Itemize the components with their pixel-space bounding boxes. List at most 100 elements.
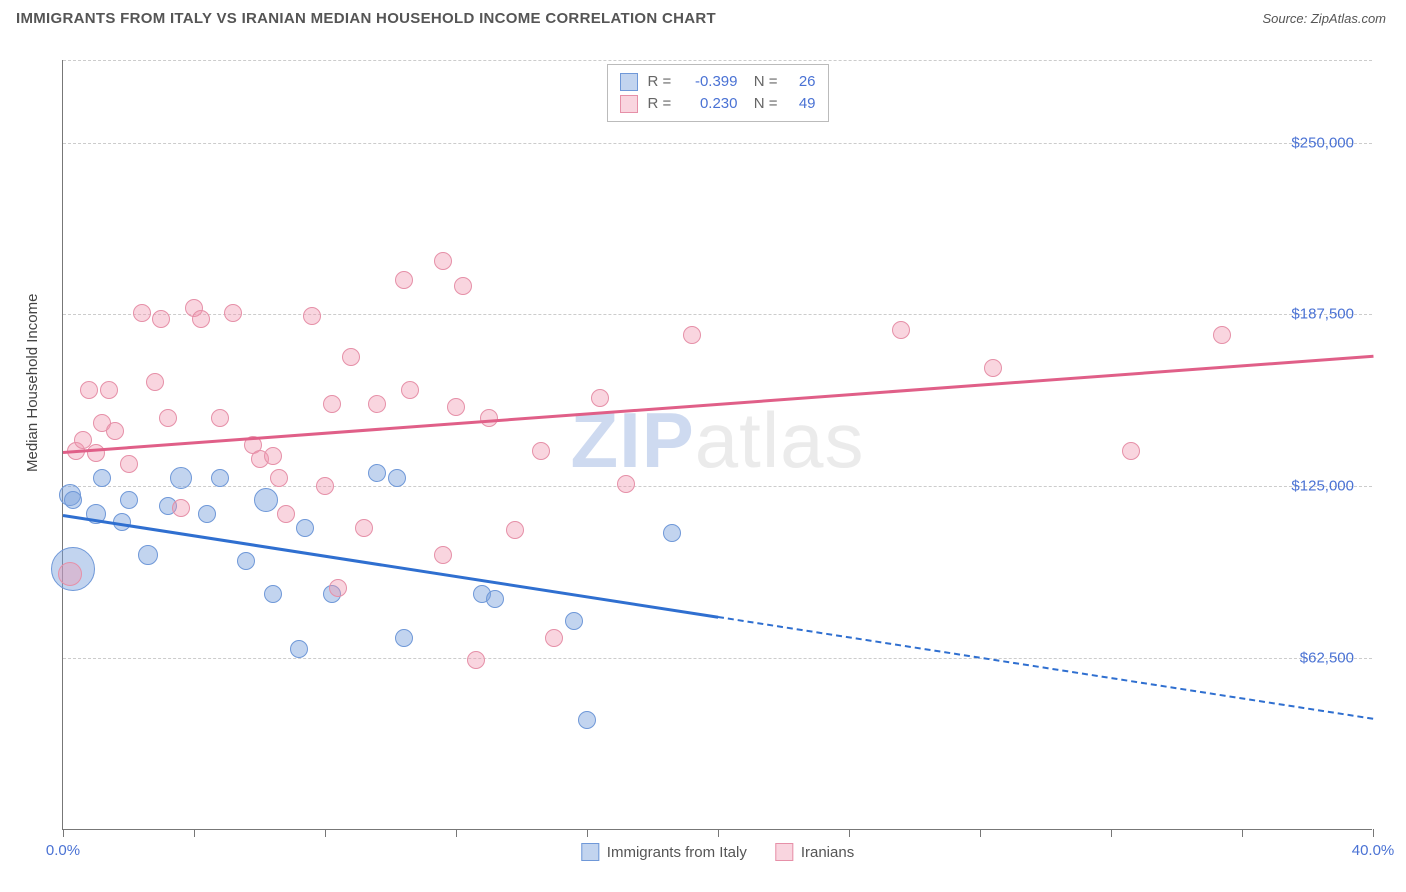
data-point — [80, 381, 98, 399]
data-point — [58, 562, 82, 586]
legend-row-pink: R = 0.230 N = 49 — [620, 93, 816, 115]
data-point — [1213, 326, 1231, 344]
data-point — [388, 469, 406, 487]
data-point — [270, 469, 288, 487]
data-point — [506, 521, 524, 539]
data-point — [395, 271, 413, 289]
data-point — [237, 552, 255, 570]
y-tick-label: $250,000 — [1291, 134, 1354, 151]
x-tick — [325, 829, 326, 837]
data-point — [170, 467, 192, 489]
data-point — [93, 469, 111, 487]
data-point — [329, 579, 347, 597]
data-point — [467, 651, 485, 669]
data-point — [663, 524, 681, 542]
x-tick — [63, 829, 64, 837]
chart-title: IMMIGRANTS FROM ITALY VS IRANIAN MEDIAN … — [16, 10, 716, 27]
swatch-pink — [620, 95, 638, 113]
trend-line — [63, 514, 718, 619]
y-tick-label: $125,000 — [1291, 478, 1354, 495]
gridline-h — [63, 486, 1372, 487]
gridline-h — [63, 658, 1372, 659]
legend-item-blue: Immigrants from Italy — [581, 843, 747, 861]
data-point — [454, 277, 472, 295]
data-point — [368, 464, 386, 482]
data-point — [290, 640, 308, 658]
swatch-pink — [775, 843, 793, 861]
x-tick-label: 0.0% — [46, 842, 80, 859]
data-point — [211, 469, 229, 487]
data-point — [303, 307, 321, 325]
data-point — [133, 304, 151, 322]
x-tick-label: 40.0% — [1352, 842, 1395, 859]
trend-line — [63, 354, 1373, 453]
data-point — [87, 444, 105, 462]
data-point — [211, 409, 229, 427]
data-point — [1122, 442, 1140, 460]
x-tick — [1111, 829, 1112, 837]
gridline-h — [63, 143, 1372, 144]
chart-container: Median Household Income ZIPatlas R = -0.… — [16, 42, 1390, 882]
data-point — [892, 321, 910, 339]
data-point — [355, 519, 373, 537]
x-tick — [194, 829, 195, 837]
trend-line — [718, 616, 1373, 720]
legend-stats: R = -0.399 N = 26 R = 0.230 N = 49 — [607, 64, 829, 122]
watermark: ZIPatlas — [570, 394, 864, 485]
data-point — [545, 629, 563, 647]
data-point — [342, 348, 360, 366]
data-point — [146, 373, 164, 391]
data-point — [591, 389, 609, 407]
data-point — [316, 477, 334, 495]
data-point — [565, 612, 583, 630]
data-point — [264, 585, 282, 603]
source-label: Source: ZipAtlas.com — [1262, 11, 1386, 26]
x-tick — [849, 829, 850, 837]
swatch-blue — [620, 73, 638, 91]
data-point — [277, 505, 295, 523]
y-axis-label: Median Household Income — [24, 294, 41, 472]
data-point — [486, 590, 504, 608]
data-point — [434, 252, 452, 270]
data-point — [172, 499, 190, 517]
data-point — [152, 310, 170, 328]
data-point — [224, 304, 242, 322]
data-point — [395, 629, 413, 647]
data-point — [480, 409, 498, 427]
data-point — [138, 545, 158, 565]
data-point — [984, 359, 1002, 377]
legend-series: Immigrants from Italy Iranians — [581, 843, 854, 861]
data-point — [296, 519, 314, 537]
data-point — [532, 442, 550, 460]
swatch-blue — [581, 843, 599, 861]
y-tick-label: $187,500 — [1291, 306, 1354, 323]
data-point — [578, 711, 596, 729]
data-point — [401, 381, 419, 399]
data-point — [192, 310, 210, 328]
y-tick-label: $62,500 — [1300, 650, 1354, 667]
x-tick — [1242, 829, 1243, 837]
data-point — [100, 381, 118, 399]
data-point — [264, 447, 282, 465]
x-tick — [980, 829, 981, 837]
data-point — [198, 505, 216, 523]
data-point — [447, 398, 465, 416]
data-point — [368, 395, 386, 413]
legend-item-pink: Iranians — [775, 843, 854, 861]
data-point — [159, 409, 177, 427]
data-point — [683, 326, 701, 344]
data-point — [617, 475, 635, 493]
x-tick — [718, 829, 719, 837]
legend-row-blue: R = -0.399 N = 26 — [620, 71, 816, 93]
data-point — [64, 491, 82, 509]
data-point — [120, 455, 138, 473]
x-tick — [1373, 829, 1374, 837]
x-tick — [456, 829, 457, 837]
data-point — [254, 488, 278, 512]
gridline-h — [63, 314, 1372, 315]
data-point — [323, 395, 341, 413]
data-point — [120, 491, 138, 509]
x-tick — [587, 829, 588, 837]
data-point — [434, 546, 452, 564]
plot-area: ZIPatlas R = -0.399 N = 26 R = 0.230 N =… — [62, 60, 1372, 830]
